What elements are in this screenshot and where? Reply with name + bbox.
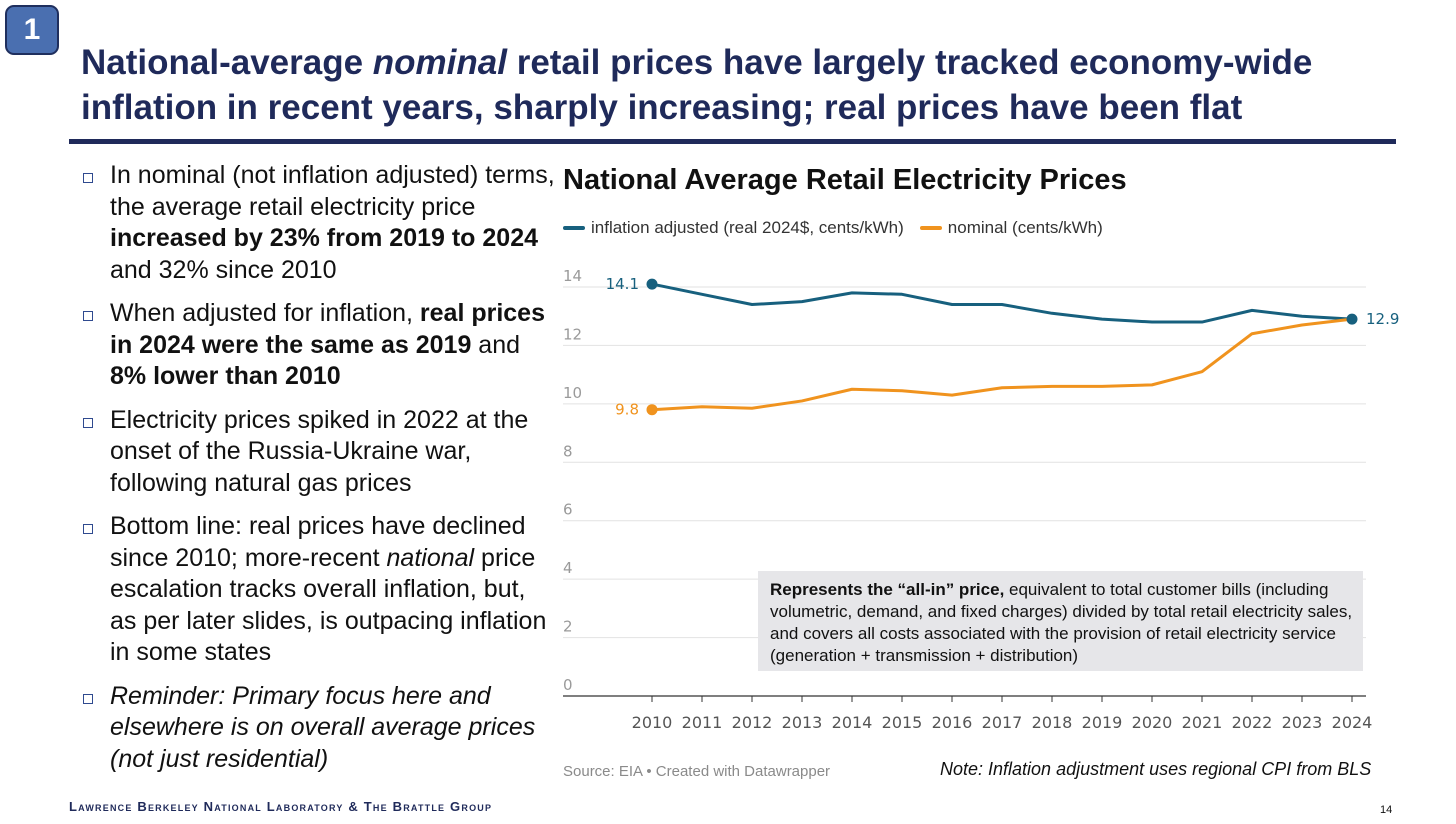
- start-marker: [646, 278, 658, 290]
- start-marker: [646, 404, 658, 416]
- page-number: 14: [1380, 804, 1393, 816]
- y-tick-label: 10: [563, 384, 582, 402]
- bullet-text: Bottom line: real prices have declined s…: [110, 512, 526, 572]
- chart-source: Source: EIA • Created with Datawrapper: [563, 763, 831, 780]
- y-tick-label: 0: [563, 676, 573, 694]
- title-part-2: retail prices have largely tracked econo…: [81, 43, 1313, 127]
- x-tick-label: 2022: [1232, 713, 1273, 732]
- bullet-bold: 8% lower than 2010: [110, 362, 341, 390]
- bullet-italic: Reminder: Primary focus here and elsewhe…: [110, 681, 536, 773]
- chart-note: Note: Inflation adjustment uses regional…: [940, 759, 1372, 779]
- end-marker: [1346, 313, 1358, 325]
- callout-bold: Represents the “all-in” price,: [770, 580, 1005, 599]
- title-italic: nominal: [372, 43, 507, 82]
- checkbox-bullet-icon: [83, 417, 93, 428]
- slide-title: National-average nominal retail prices h…: [81, 40, 1401, 130]
- bullet-item: Electricity prices spiked in 2022 at the…: [80, 405, 555, 500]
- chart-title: National Average Retail Electricity Pric…: [563, 164, 1127, 196]
- y-tick-label: 8: [563, 442, 573, 460]
- x-tick-label: 2023: [1282, 713, 1323, 732]
- bullet-text: price escalation tracks overall inflatio…: [110, 543, 547, 667]
- x-tick-label: 2015: [882, 713, 923, 732]
- legend-item-nominal: nominal (cents/kWh): [919, 218, 1103, 238]
- bullet-bold: increased by 23% from 2019 to 2024: [110, 224, 539, 252]
- legend-label-real: inflation adjusted (real 2024$, cents/kW…: [591, 218, 904, 237]
- checkbox-bullet-icon: [83, 524, 93, 534]
- x-tick-label: 2018: [1032, 713, 1073, 732]
- legend-swatch-nominal: [919, 226, 942, 230]
- x-tick-label: 2019: [1082, 713, 1123, 732]
- chart-annotation-box: Represents the “all-in” price, equivalen…: [758, 571, 1363, 671]
- badge-label: 1: [23, 13, 41, 46]
- bullet-italic: national: [386, 543, 475, 572]
- start-value-label: 14.1: [606, 275, 639, 293]
- x-tick-label: 2021: [1182, 713, 1223, 732]
- start-value-label: 9.8: [615, 401, 639, 419]
- bullet-list: In nominal (not inflation adjusted) term…: [80, 160, 555, 787]
- bullet-text: and: [471, 330, 521, 359]
- series-line-0: [651, 282, 1353, 324]
- slide-footer: Lawrence Berkeley National Laboratory & …: [69, 799, 493, 814]
- bullet-item: In nominal (not inflation adjusted) term…: [80, 160, 555, 286]
- bullet-text: Electricity prices spiked in 2022 at the…: [110, 405, 529, 497]
- bullet-text: and 32% since 2010: [110, 255, 337, 284]
- x-tick-label: 2020: [1132, 713, 1173, 732]
- end-value-label: 12.9: [1366, 310, 1399, 328]
- bullet-text: In nominal (not inflation adjusted) term…: [110, 161, 555, 221]
- chart-legend: inflation adjusted (real 2024$, cents/kW…: [563, 218, 1119, 238]
- y-tick-label: 4: [563, 559, 573, 577]
- title-part-1: National-average: [81, 43, 373, 82]
- bullet-bold: real prices in 2024 were the same as 201…: [110, 299, 545, 359]
- checkbox-bullet-icon: [83, 311, 93, 321]
- x-tick-label: 2012: [732, 713, 773, 732]
- x-tick-label: 2013: [782, 713, 823, 732]
- legend-label-nominal: nominal (cents/kWh): [947, 218, 1103, 237]
- legend-swatch-real: [563, 226, 585, 230]
- checkbox-bullet-icon: [83, 173, 93, 183]
- x-tick-label: 2024: [1332, 713, 1373, 732]
- y-tick-label: 12: [563, 325, 582, 343]
- series-line-1: [651, 317, 1353, 412]
- bullet-item: Bottom line: real prices have declined s…: [80, 511, 555, 669]
- x-tick-label: 2011: [682, 713, 723, 732]
- bullet-item: When adjusted for inflation, real prices…: [80, 298, 555, 393]
- title-divider: [69, 139, 1396, 144]
- bullet-item: Reminder: Primary focus here and elsewhe…: [80, 681, 555, 776]
- x-tick-label: 2010: [632, 713, 673, 732]
- checkbox-bullet-icon: [83, 693, 93, 704]
- callout-text: equivalent to total customer bills (incl…: [770, 580, 1353, 665]
- x-tick-label: 2016: [932, 713, 973, 732]
- slide-number-badge: 1: [5, 5, 59, 55]
- y-tick-label: 14: [563, 267, 582, 285]
- legend-item-real: inflation adjusted (real 2024$, cents/kW…: [563, 218, 904, 238]
- x-tick-label: 2014: [832, 713, 873, 732]
- y-tick-label: 6: [563, 501, 573, 519]
- x-tick-label: 2017: [982, 713, 1023, 732]
- y-tick-label: 2: [563, 618, 573, 636]
- bullet-text: When adjusted for inflation,: [110, 299, 420, 327]
